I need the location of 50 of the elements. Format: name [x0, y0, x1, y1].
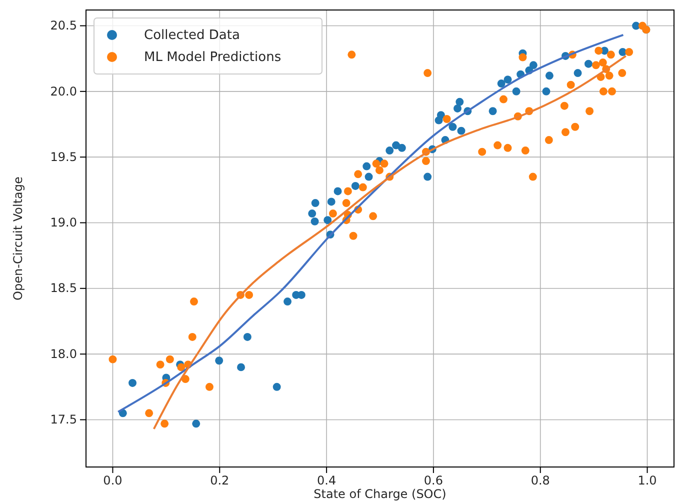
point [529, 61, 538, 70]
point [386, 146, 394, 154]
point [574, 69, 582, 78]
point [362, 162, 371, 170]
point [584, 60, 592, 68]
x-tick-label: 1.0 [638, 474, 657, 488]
y-tick-label: 19.5 [50, 150, 77, 164]
point [351, 182, 360, 190]
point [488, 107, 497, 116]
point [327, 198, 336, 206]
point [237, 363, 246, 372]
point [424, 172, 432, 181]
point [284, 298, 292, 306]
point [364, 172, 373, 181]
point [310, 217, 319, 226]
y-tick-label: 17.5 [50, 412, 77, 427]
point [542, 87, 550, 96]
point [215, 356, 224, 365]
y-tick-label: 20.0 [50, 84, 77, 98]
point [398, 144, 406, 152]
y-tick-label: 18.5 [50, 281, 77, 296]
point [448, 122, 457, 131]
point [497, 80, 506, 88]
x-axis-title: State of Charge (SOC) [314, 487, 446, 501]
point [434, 116, 443, 124]
y-tick-label: 19.0 [50, 216, 77, 230]
point [545, 72, 554, 80]
point [456, 98, 464, 106]
point [311, 199, 320, 208]
point [308, 210, 316, 218]
x-tick-label: 0.2 [210, 474, 230, 488]
x-tick-label: 0.4 [317, 474, 336, 488]
y-tick-label: 18.0 [50, 346, 77, 361]
y-axis-title: Open-Circuit Voltage [11, 176, 25, 300]
x-tick-label: 0.6 [424, 474, 443, 488]
legend-label: Collected Data [144, 28, 240, 43]
point [454, 104, 462, 112]
x-tick-label: 0.0 [103, 474, 122, 488]
point [243, 333, 252, 341]
point [512, 87, 520, 96]
point [192, 420, 200, 428]
point [128, 378, 136, 387]
point [324, 216, 332, 224]
point [504, 76, 512, 84]
x-tick-label: 0.8 [530, 474, 550, 488]
point [457, 126, 466, 135]
point [272, 382, 281, 391]
y-tick-label: 20.5 [50, 18, 77, 33]
legend-label: ML Model Predictions [144, 50, 282, 65]
point [334, 187, 342, 196]
